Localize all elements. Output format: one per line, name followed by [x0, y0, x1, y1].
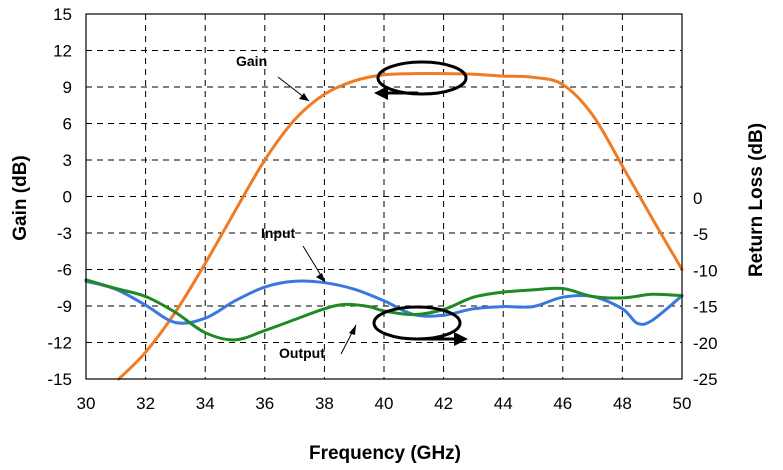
- input-annotation-label: Input: [261, 225, 296, 241]
- y2-tick-label: -10: [693, 261, 718, 280]
- x-tick-label: 42: [434, 394, 453, 413]
- y-tick-label: -15: [47, 370, 72, 389]
- y-tick-label: 0: [63, 188, 72, 207]
- y-tick-label: 9: [63, 78, 72, 97]
- x-tick-label: 44: [494, 394, 513, 413]
- y-tick-label: -3: [57, 224, 72, 243]
- plot-frame: [85, 13, 683, 380]
- output-annotation-label: Output: [279, 345, 325, 361]
- y-tick-label: -12: [47, 334, 72, 353]
- y-tick-label: 6: [63, 115, 72, 134]
- return-loss-axis-arrowhead: [454, 332, 468, 346]
- y2-tick-label: -15: [693, 298, 718, 317]
- y-tick-label: 3: [63, 151, 72, 170]
- x-tick-label: 40: [375, 394, 394, 413]
- gain-annotation-label: Gain: [236, 53, 267, 69]
- y2-tick-label: -25: [693, 370, 718, 389]
- gain-axis-ellipse: [376, 60, 468, 96]
- y-tick-label: 15: [53, 5, 72, 24]
- y-tick-label: 12: [53, 42, 72, 61]
- y-tick-label: -6: [57, 261, 72, 280]
- y-tick-label: -9: [57, 297, 72, 316]
- y2-tick-label: 0: [693, 189, 702, 208]
- y2-tick-label: -20: [693, 334, 718, 353]
- series-line-output: [84, 278, 684, 342]
- x-tick-label: 34: [196, 394, 215, 413]
- tick-labels: 30 32 34 36 38 40 42 44 46 48 5015129630-3-6-9-12-…: [47, 5, 717, 413]
- x-tick-label: 50: [673, 394, 692, 413]
- x-tick-label: 30: [77, 394, 96, 413]
- input-annotation-arrowhead: [316, 273, 325, 282]
- x-tick-label: 36: [255, 394, 274, 413]
- y-axis-title: Gain (dB): [10, 155, 31, 241]
- output-annotation-arrowhead: [349, 325, 356, 335]
- x-tick-label: 38: [315, 394, 334, 413]
- x-axis-title: Frequency (GHz): [309, 443, 461, 464]
- series-line-gain: [117, 71, 684, 381]
- x-tick-label: 32: [136, 394, 155, 413]
- gain-axis-arrowhead: [374, 86, 388, 100]
- gain-annotation-arrowhead: [299, 93, 309, 101]
- x-tick-label: 48: [613, 394, 632, 413]
- annotations: Gain Input Output: [236, 53, 468, 361]
- return-loss-axis-ellipse: [372, 305, 462, 341]
- x-tick-label: 46: [553, 394, 572, 413]
- y2-axis-title: Return Loss (dB): [746, 123, 767, 277]
- y2-tick-label: -5: [693, 225, 708, 244]
